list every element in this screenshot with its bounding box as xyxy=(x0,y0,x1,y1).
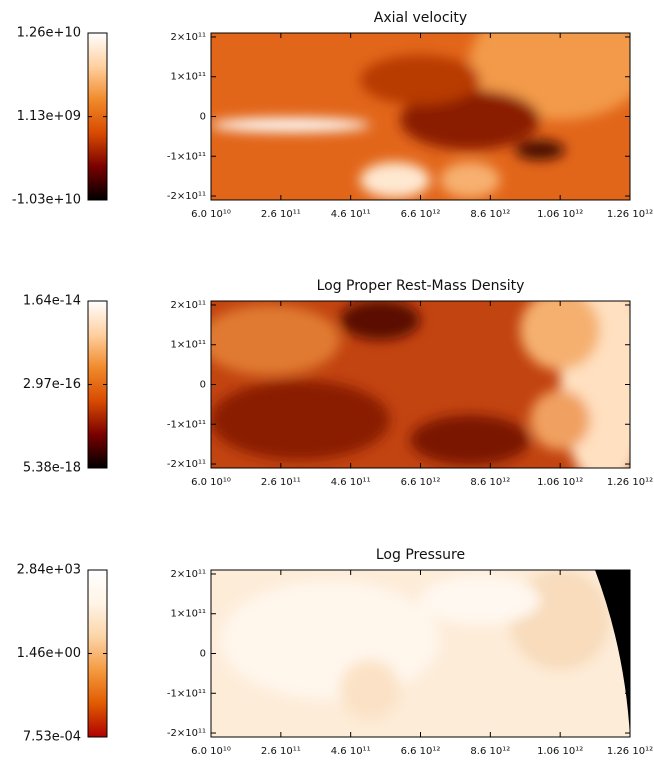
heatmap-feature xyxy=(211,305,340,375)
colorbar-label: 2.84e+03 xyxy=(17,563,81,578)
y-tick-label: -2×10¹¹ xyxy=(167,191,206,202)
x-tick-label: 8.6 10¹² xyxy=(470,209,510,220)
y-tick-label: 0 xyxy=(200,112,206,123)
y-tick-label: 2×10¹¹ xyxy=(171,300,206,311)
y-tick-label: 0 xyxy=(200,649,206,660)
heatmap-feature xyxy=(520,301,600,370)
x-tick-label: 2.6 10¹¹ xyxy=(261,746,301,757)
panel: Log Proper Rest-Mass Density 6.0 10¹⁰ 2.6 … xyxy=(23,278,653,488)
y-tick-label: -2×10¹¹ xyxy=(167,459,206,470)
y-tick-label: 1×10¹¹ xyxy=(171,72,206,83)
y-tick-label: -2×10¹¹ xyxy=(167,728,206,739)
heatmap-image xyxy=(211,301,630,468)
heatmap-texture xyxy=(220,570,610,720)
heatmap-feature xyxy=(410,415,530,465)
y-tick-label: 0 xyxy=(200,380,206,391)
colorbar-label: -1.03e+10 xyxy=(12,193,81,208)
x-tick-label: 1.06 10¹² xyxy=(537,477,583,488)
x-tick-label: 4.6 10¹¹ xyxy=(331,209,371,220)
x-tick-label: 4.6 10¹¹ xyxy=(331,746,371,757)
heatmap-feature xyxy=(360,55,480,105)
x-tick-label: 6.0 10¹⁰ xyxy=(191,209,231,220)
y-tick-label: -1×10¹¹ xyxy=(167,419,206,430)
x-tick-label: 1.06 10¹² xyxy=(537,209,583,220)
y-tick-label: -1×10¹¹ xyxy=(167,151,206,162)
colorbar-label: 5.38e-18 xyxy=(23,461,81,476)
heatmap-feature xyxy=(530,390,590,450)
y-tick-label: 1×10¹¹ xyxy=(171,340,206,351)
heatmap-texture xyxy=(211,301,630,468)
y-tick-label: 2×10¹¹ xyxy=(171,569,206,580)
x-tick-label: 1.26 10¹² xyxy=(607,477,653,488)
heatmap-feature xyxy=(515,140,565,160)
heatmap-image xyxy=(211,33,630,200)
x-tick-label: 2.6 10¹¹ xyxy=(261,477,301,488)
y-tick-label: 2×10¹¹ xyxy=(171,32,206,43)
chart-title: Log Proper Rest-Mass Density xyxy=(317,278,525,294)
colorbar-label: 7.53e-04 xyxy=(23,730,81,745)
x-tick-label: 8.6 10¹² xyxy=(470,477,510,488)
x-tick-label: 8.6 10¹² xyxy=(470,746,510,757)
y-tick-label: -1×10¹¹ xyxy=(167,688,206,699)
y-tick-label: 1×10¹¹ xyxy=(171,609,206,620)
x-tick-label: 6.0 10¹⁰ xyxy=(191,746,231,757)
heatmap-image xyxy=(211,570,630,737)
colorbar-label: 1.13e+09 xyxy=(17,109,81,124)
x-tick-label: 4.6 10¹¹ xyxy=(331,477,371,488)
x-tick-label: 1.26 10¹² xyxy=(607,209,653,220)
x-tick-label: 2.6 10¹¹ xyxy=(261,209,301,220)
heatmap-feature xyxy=(360,162,430,198)
colorbar-label: 1.26e+10 xyxy=(17,26,81,41)
heatmap-feature xyxy=(420,575,540,625)
x-tick-label: 6.6 10¹² xyxy=(401,746,441,757)
chart-title: Axial velocity xyxy=(374,10,467,26)
heatmap-feature xyxy=(400,90,540,150)
panel: Log Pressure 6.0 10¹⁰ 2.6 10¹¹ 4.6 10¹¹ 6.6 … xyxy=(17,547,653,757)
x-tick-label: 6.6 10¹² xyxy=(401,477,441,488)
heatmap-feature xyxy=(211,380,390,460)
x-tick-label: 6.6 10¹² xyxy=(401,209,441,220)
heatmap-feature xyxy=(440,162,500,198)
heatmap-feature xyxy=(340,660,400,720)
heatmap-feature xyxy=(340,301,420,340)
heatmap-feature xyxy=(595,570,630,737)
heatmap-feature xyxy=(220,580,440,700)
heatmap-feature xyxy=(211,118,370,132)
heatmap-texture xyxy=(211,33,630,198)
colorbar-label: 2.97e-16 xyxy=(23,377,81,392)
chart-title: Log Pressure xyxy=(376,547,465,563)
x-tick-label: 6.0 10¹⁰ xyxy=(191,477,231,488)
colorbar-label: 1.64e-14 xyxy=(23,294,81,309)
colorbar-label: 1.46e+00 xyxy=(17,646,81,661)
x-tick-label: 1.06 10¹² xyxy=(537,746,583,757)
x-tick-label: 1.26 10¹² xyxy=(607,746,653,757)
panel: Axial velocity 6.0 10¹⁰ 2.6 10¹¹ 4.6 10¹¹ 6.… xyxy=(12,10,653,220)
